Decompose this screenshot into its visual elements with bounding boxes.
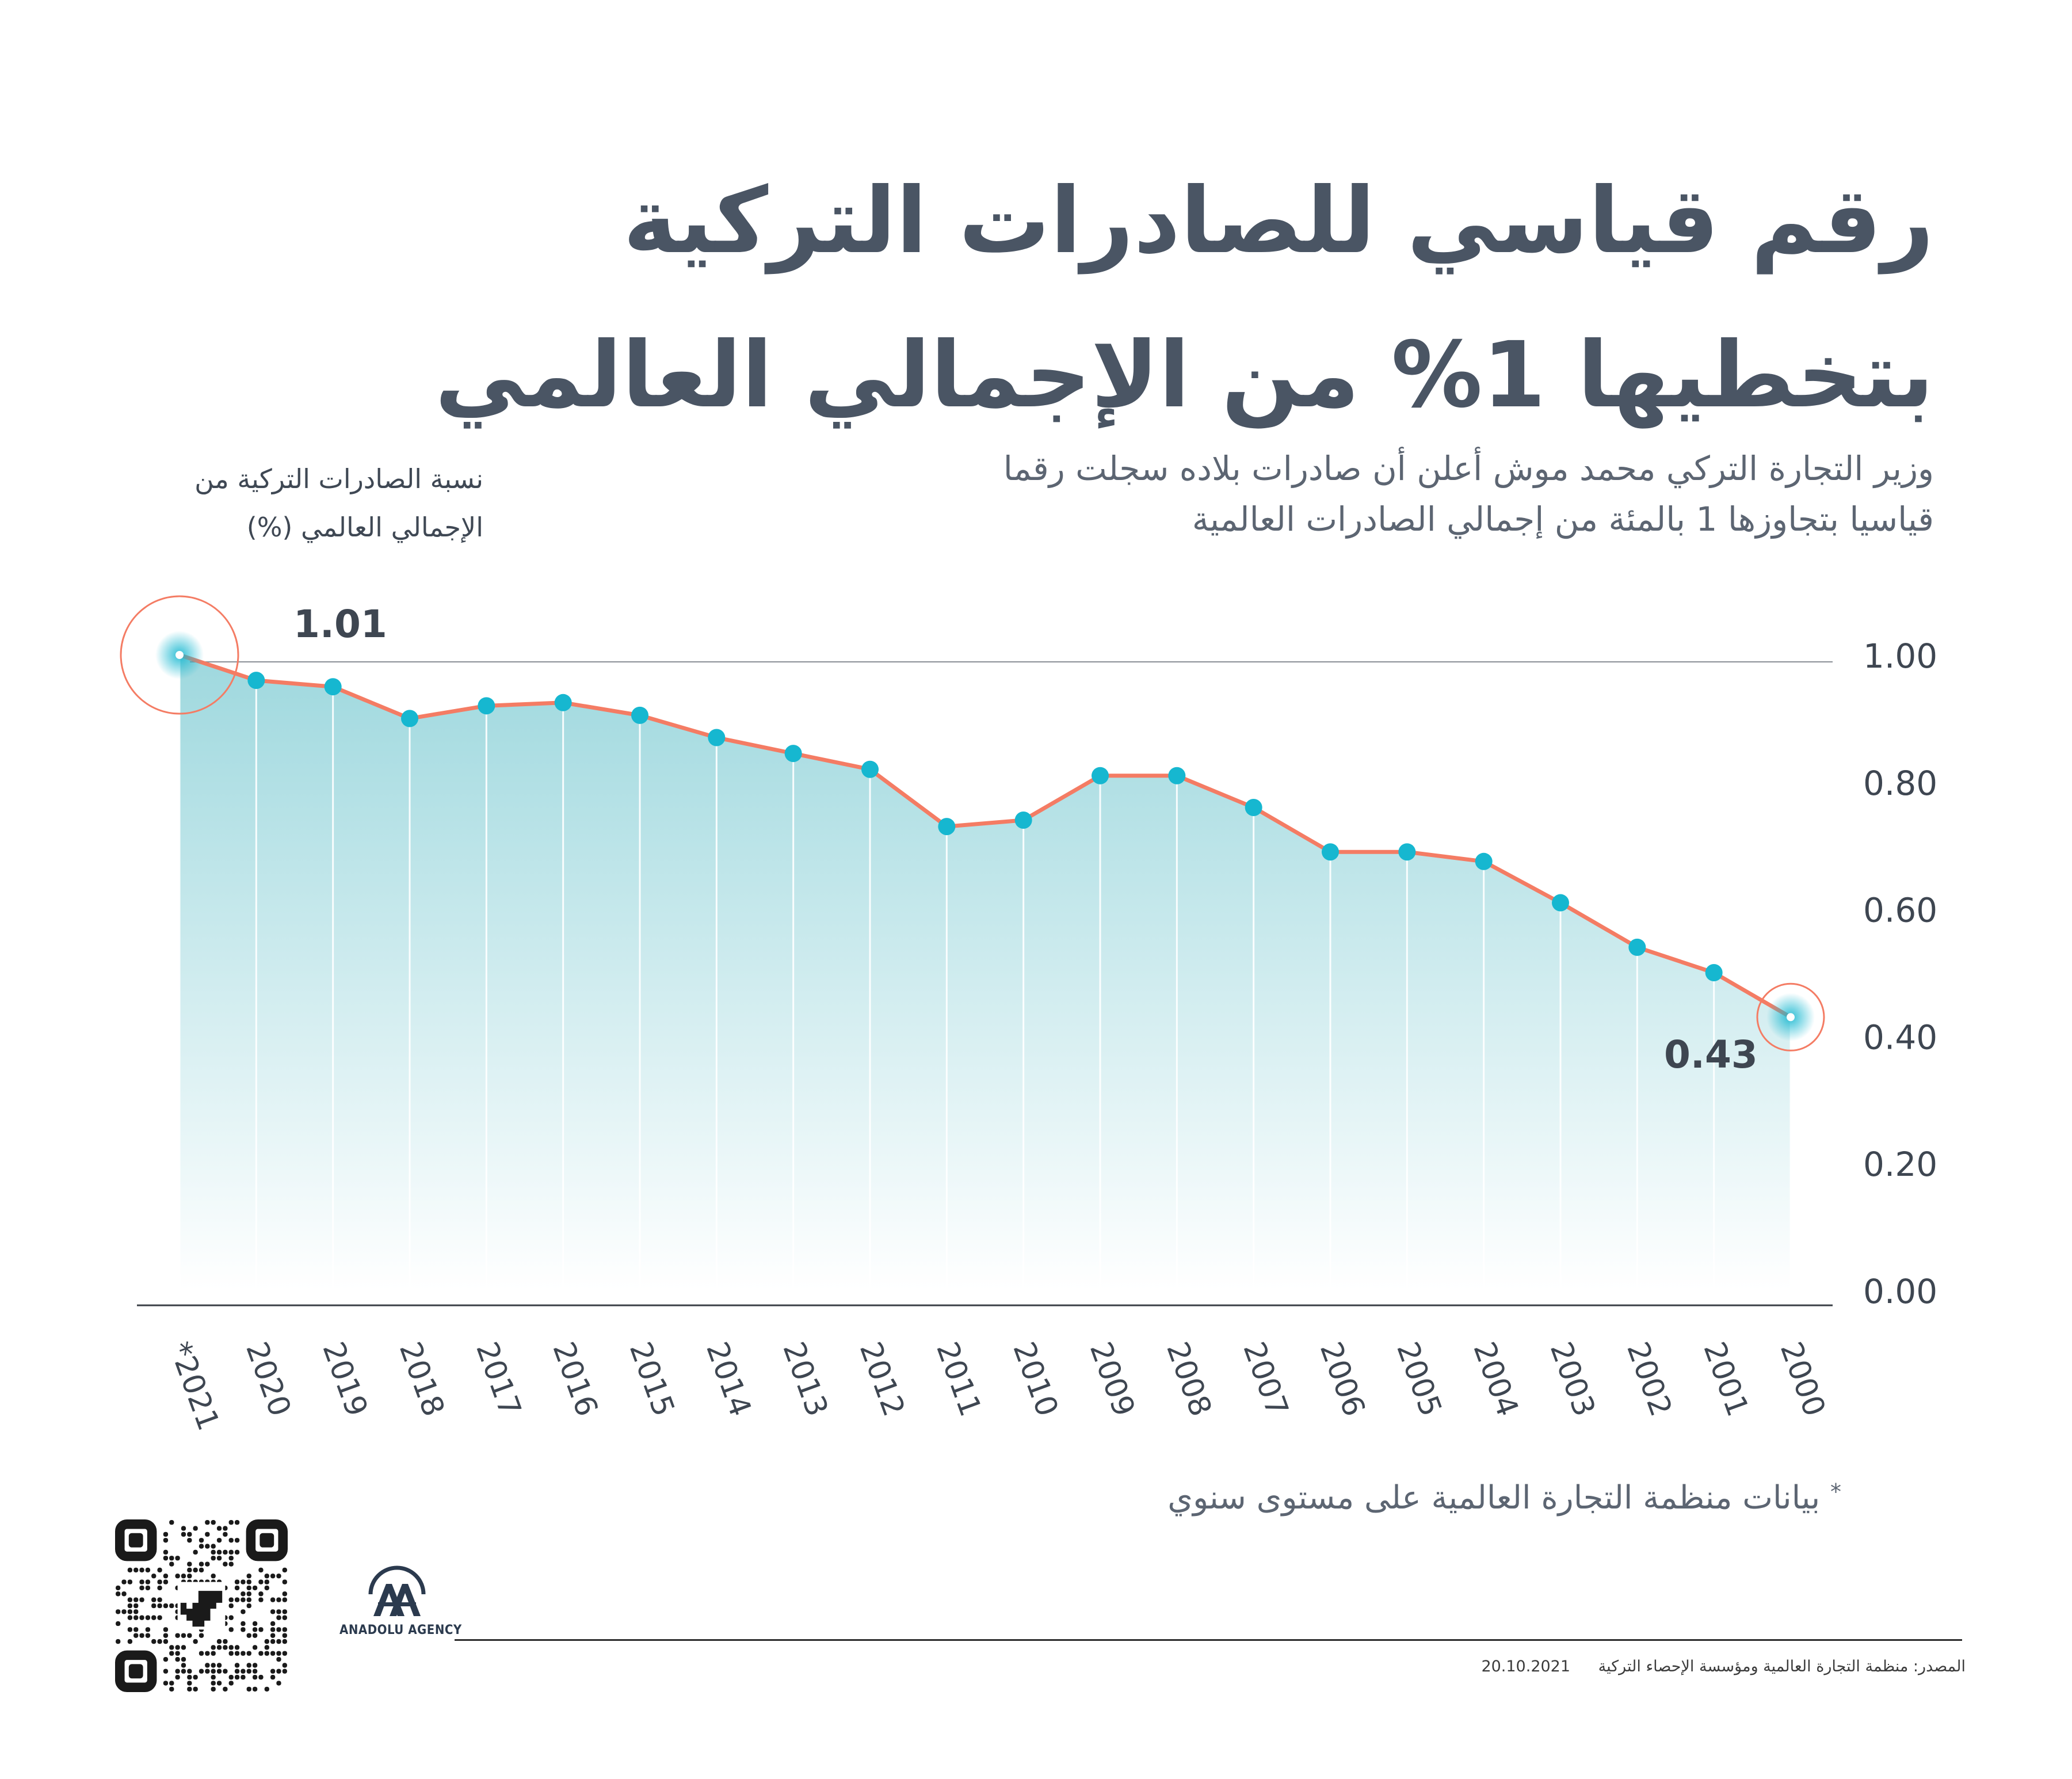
- x-tick-label: 2017: [469, 1338, 528, 1421]
- data-point: [1552, 894, 1569, 912]
- footer-divider: [455, 1639, 1962, 1641]
- annotation-max: 1.01: [293, 602, 387, 646]
- y-axis-caption-line-1: نسبة الصادرات التركية من: [194, 463, 483, 494]
- data-point: [861, 760, 879, 778]
- y-axis-caption: نسبة الصادرات التركية من الإجمالي العالم…: [109, 455, 483, 551]
- y-tick-label: 1.00: [1863, 637, 1937, 676]
- logo-brand-text: ANADOLU AGENCY: [339, 1623, 462, 1637]
- x-tick-label: 2009: [1083, 1338, 1142, 1421]
- x-tick-label: 2020: [239, 1338, 297, 1421]
- data-point: [1705, 964, 1723, 981]
- data-point: [1014, 812, 1032, 829]
- x-tick-label: 2001: [1696, 1338, 1755, 1421]
- data-point: [631, 706, 648, 724]
- data-point: [324, 678, 342, 696]
- x-tick-label: 2015: [623, 1338, 681, 1421]
- source-text: المصدر: منظمة التجارة العالمية ومؤسسة ال…: [1598, 1658, 1966, 1675]
- data-point: [1092, 767, 1109, 784]
- y-tick-label: 0.80: [1863, 764, 1937, 803]
- highlight-ring: [1756, 982, 1825, 1052]
- area-chart: 1.00 0.80 0.60 0.40 0.20 0.00 *2021 2020 2019 201…: [120, 595, 1937, 1435]
- x-tick-label: 2007: [1236, 1338, 1295, 1421]
- x-tick-label: 2008: [1159, 1338, 1218, 1421]
- data-point: [175, 651, 184, 659]
- data-point: [1398, 843, 1416, 861]
- x-tick-label: 2006: [1313, 1338, 1372, 1421]
- subtitle: وزير التجارة التركي محمد موش أعلن أن صاد…: [898, 443, 1934, 544]
- annotation-min: 0.43: [1664, 1033, 1758, 1077]
- x-tick-label: 2012: [853, 1338, 911, 1421]
- data-point: [784, 745, 802, 763]
- area-fill: [180, 655, 1791, 1290]
- x-tick-label: *2021: [162, 1338, 226, 1435]
- title-line-1: رقم قياسي للصادرات التركية: [623, 168, 1934, 274]
- y-tick-label: 0.60: [1863, 891, 1937, 930]
- data-point: [247, 672, 265, 689]
- data-point: [708, 729, 726, 746]
- data-point: [1245, 798, 1262, 816]
- x-tick-label: 2000: [1773, 1338, 1832, 1421]
- data-point: [401, 710, 418, 727]
- y-tick-label: 0.40: [1863, 1018, 1937, 1057]
- x-tick-label: 2004: [1466, 1338, 1525, 1421]
- footnote-star: *: [1830, 1479, 1841, 1504]
- source-date: 20.10.2021: [1481, 1658, 1571, 1675]
- data-point: [1628, 938, 1646, 956]
- logo: ANADOLU AGENCY: [339, 1565, 462, 1652]
- x-tick-label: 2005: [1390, 1338, 1448, 1421]
- page-title: رقم قياسي للصادرات التركية بتخطيها 1% من…: [208, 144, 1934, 452]
- y-tick-label: 0.20: [1863, 1145, 1937, 1184]
- x-tick-label: 2003: [1543, 1338, 1602, 1421]
- footnote-text: بيانات منظمة التجارة العالمية على مستوى …: [1167, 1479, 1821, 1517]
- title-line-2: بتخطيها 1% من الإجمالي العالمي: [434, 322, 1934, 428]
- data-point: [554, 694, 572, 711]
- x-tick-label: 2011: [929, 1338, 988, 1421]
- x-tick-label: 2013: [776, 1338, 834, 1421]
- subtitle-line-1: وزير التجارة التركي محمد موش أعلن أن صاد…: [1003, 449, 1934, 488]
- series-line: [178, 653, 1792, 1019]
- data-point: [478, 697, 495, 715]
- data-point: [1475, 852, 1493, 870]
- qr-code-icon: [115, 1519, 288, 1692]
- y-axis-caption-line-2: الإجمالي العالمي (%): [246, 512, 483, 543]
- x-tick-label: 2016: [545, 1338, 604, 1421]
- x-tick-label: 2014: [699, 1338, 758, 1421]
- aa-logo-icon: [368, 1565, 426, 1616]
- x-tick-label: 2018: [392, 1338, 451, 1421]
- data-point: [1168, 767, 1186, 784]
- y-tick-label: 0.00: [1863, 1272, 1937, 1311]
- data-point: [938, 818, 956, 836]
- highlight-ring: [120, 595, 239, 715]
- data-point: [1787, 1013, 1795, 1022]
- footnote: * بيانات منظمة التجارة العالمية على مستو…: [921, 1479, 1841, 1517]
- x-tick-label: 2010: [1006, 1338, 1064, 1421]
- x-tick-label: 2019: [315, 1338, 374, 1421]
- source-line: المصدر: منظمة التجارة العالمية ومؤسسة ال…: [1481, 1658, 1966, 1675]
- x-tick-label: 2002: [1620, 1338, 1678, 1421]
- subtitle-line-2: قياسيا بتجاوزها 1 بالمئة من إجمالي الصاد…: [1192, 500, 1934, 539]
- data-point: [1322, 843, 1339, 861]
